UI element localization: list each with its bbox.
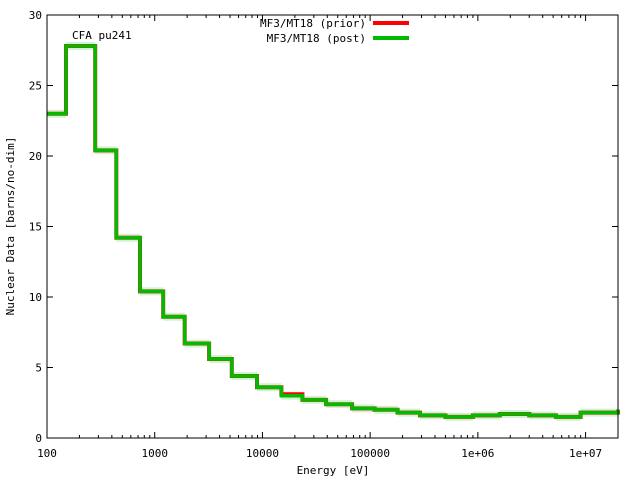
chart-annotation: CFA pu241 [72,29,132,42]
y-tick-label: 0 [35,432,42,445]
y-tick-label: 20 [29,150,42,163]
x-tick-label: 100000 [350,447,390,460]
y-tick-label: 5 [35,362,42,375]
y-tick-label: 25 [29,80,42,93]
legend: MF3/MT18 (prior) MF3/MT18 (post) [260,17,409,45]
series-line-prior [47,44,620,419]
y-tick-label: 10 [29,291,42,304]
x-tick-label: 10000 [246,447,279,460]
y-tick-label: 15 [29,221,42,234]
x-tick-label: 1000 [141,447,168,460]
legend-label: MF3/MT18 (post) [267,32,366,45]
legend-label: MF3/MT18 (prior) [260,17,366,30]
ticks-layer: 0 5 10 15 20 25 30 100 1000 10000 100000 1e+06 1e+07 [29,9,618,460]
x-tick-label: 1e+07 [569,447,602,460]
series-line-post [47,44,620,419]
series-layer [47,42,620,421]
x-tick-label: 1e+06 [461,447,494,460]
plot-frame [46,14,619,439]
x-tick-label: 100 [37,447,57,460]
y-axis-label: Nuclear Data [barns/no-dim] [4,137,17,316]
y-tick-label: 30 [29,9,42,22]
x-axis-label: Energy [eV] [297,464,370,477]
